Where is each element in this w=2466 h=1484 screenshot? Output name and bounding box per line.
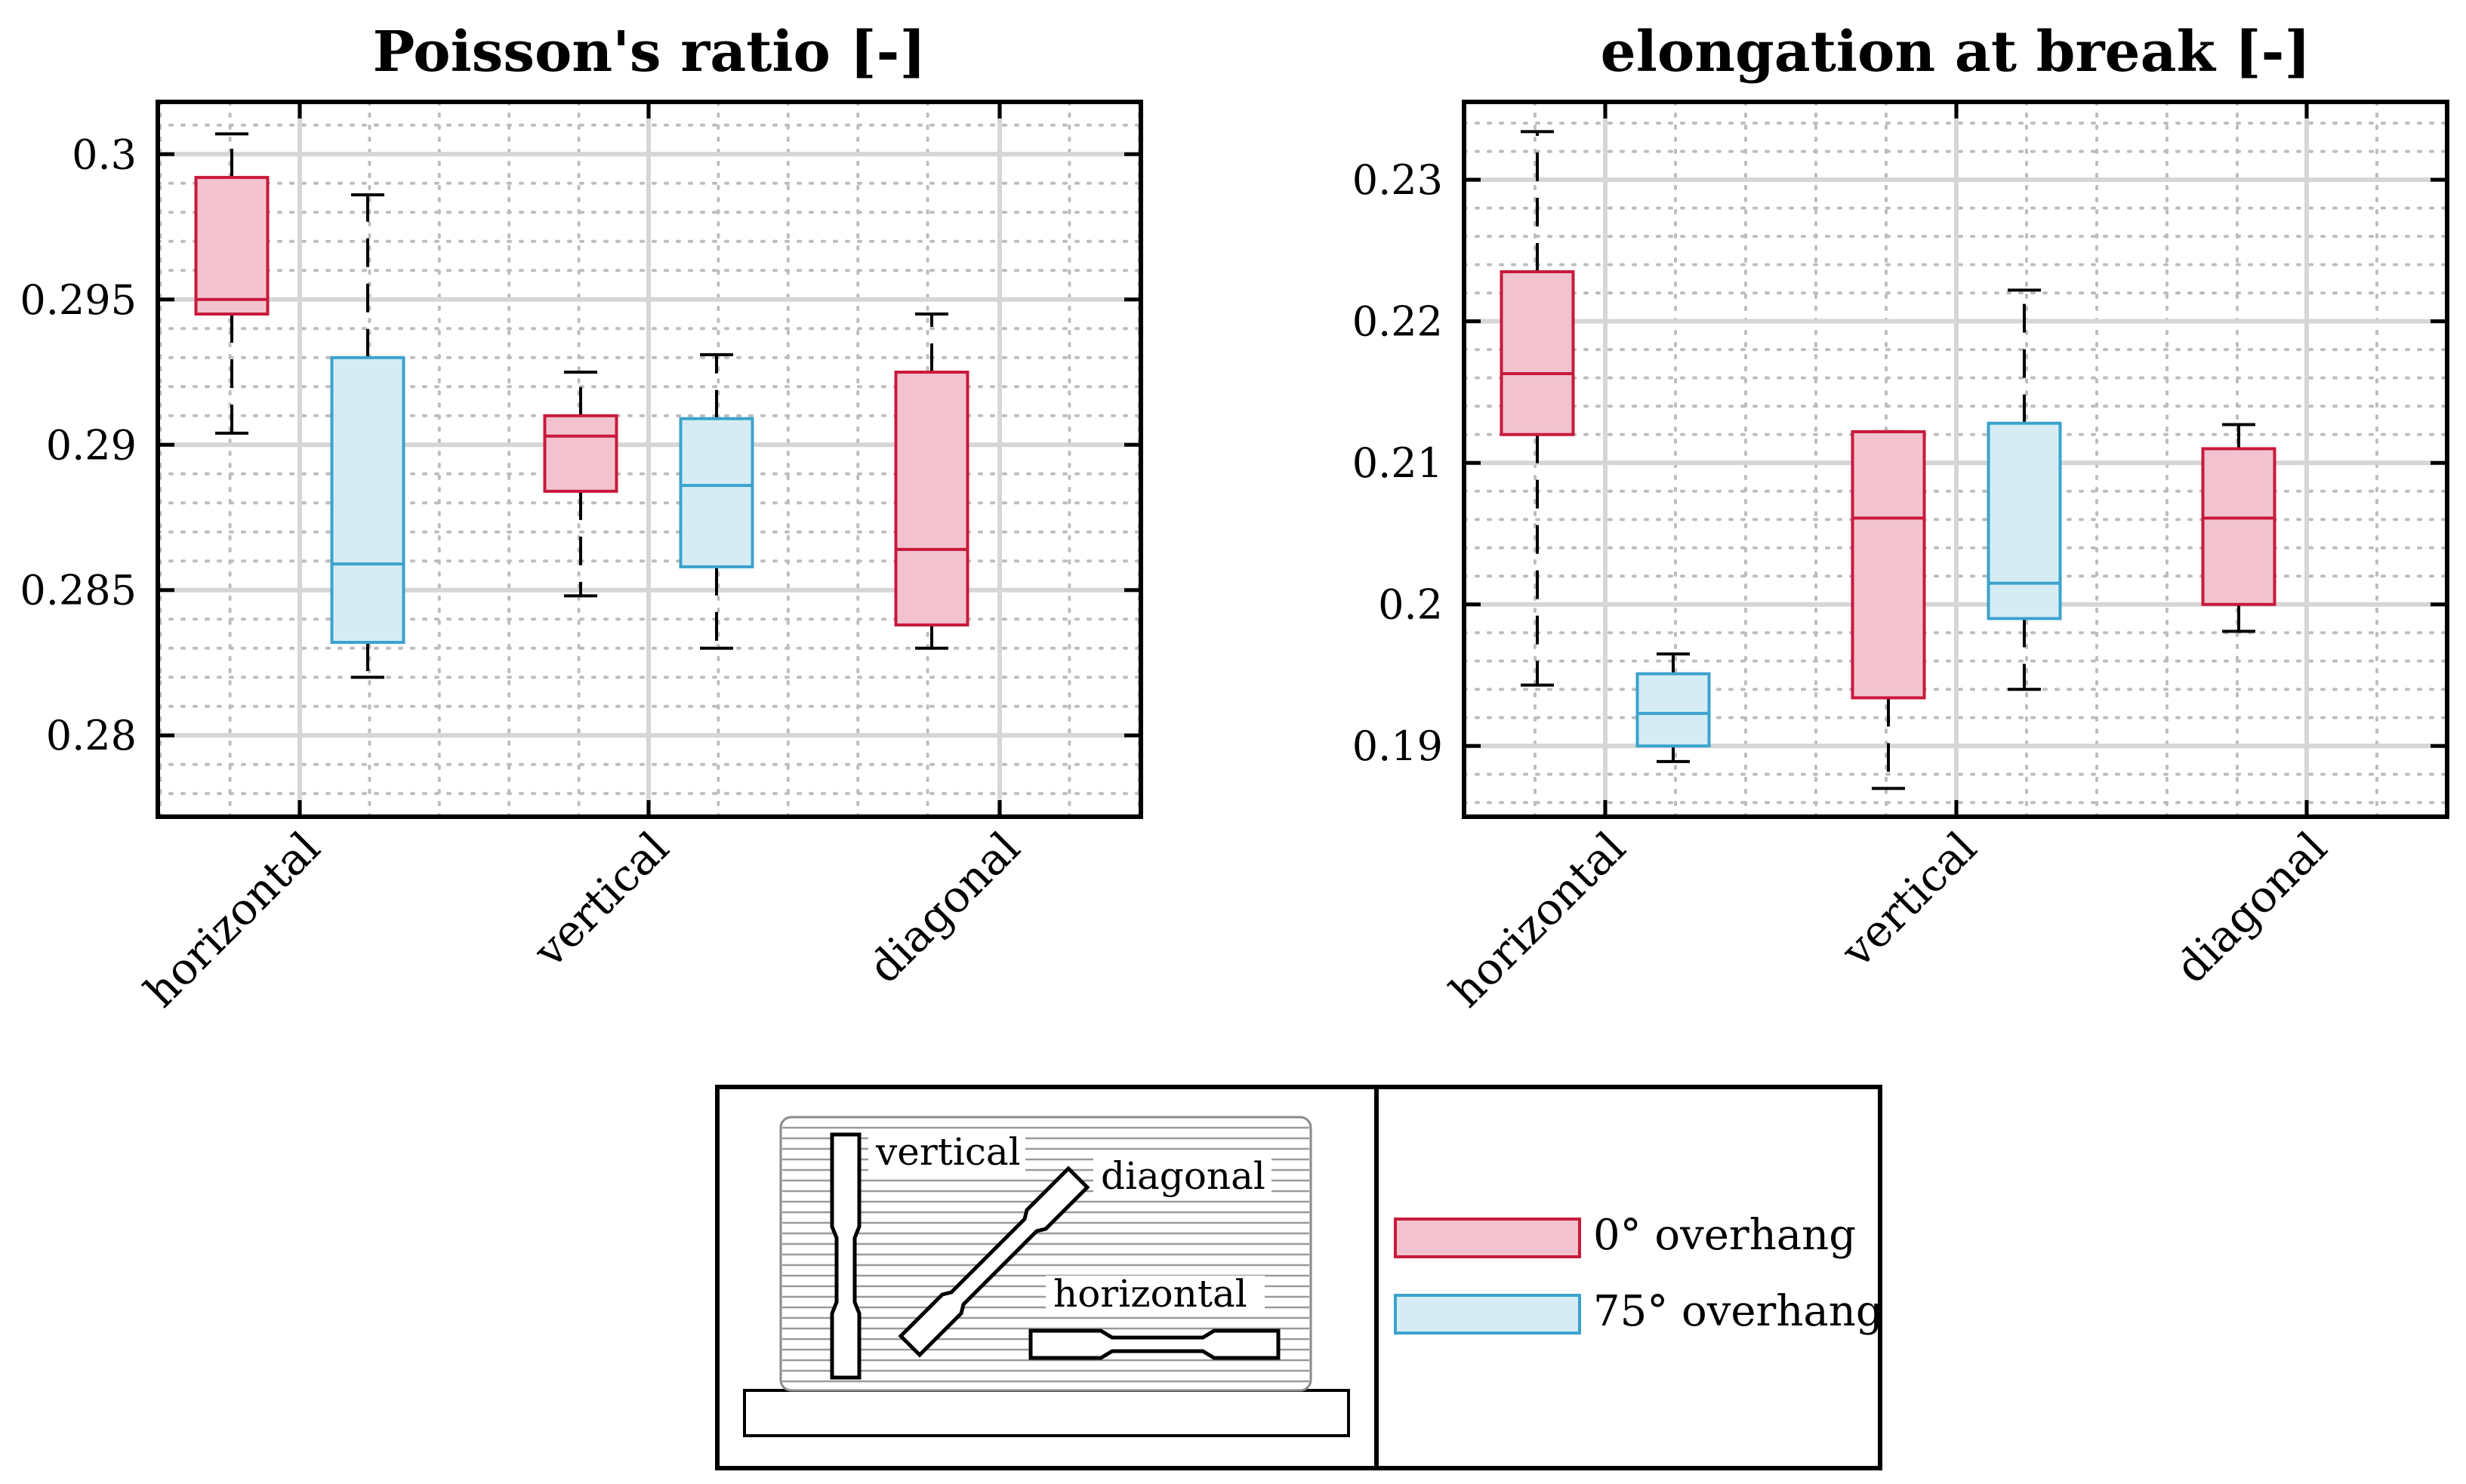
elongation-box-75deg-vertical <box>1987 288 2062 691</box>
poisson-box-0deg-horizontal <box>194 132 270 435</box>
diagonal-specimen-label: diagonal <box>1101 1154 1265 1198</box>
diagonal-label-bg <box>1093 1158 1272 1199</box>
elongation-ytick-label: 0.23 <box>1352 156 1443 204</box>
iqr-box <box>894 371 969 627</box>
iqr-box <box>1635 672 1711 748</box>
elongation-panel: elongation at break [-] 0.19 0.2 0.21 0.… <box>1352 20 2449 1018</box>
poisson-category-label: diagonal <box>858 822 1030 993</box>
elongation-category-label: diagonal <box>2165 822 2337 993</box>
elongation-box-0deg-vertical <box>1851 429 1926 790</box>
vertical-label-bg <box>868 1134 1025 1175</box>
poisson-ytick-label: 0.295 <box>20 276 137 324</box>
poisson-tick-marks <box>158 102 1141 817</box>
horizontal-label-bg <box>1046 1276 1265 1316</box>
vertical-specimen-shape <box>830 1132 862 1380</box>
poisson-box-75deg-horizontal <box>330 193 405 679</box>
poisson-boxes <box>194 132 969 679</box>
elongation-ytick-label: 0.21 <box>1352 439 1443 487</box>
elongation-tick-marks <box>1464 102 2447 817</box>
poisson-ytick-label: 0.29 <box>46 421 137 469</box>
elongation-ytick-label: 0.19 <box>1352 722 1443 770</box>
elongation-category-label: horizontal <box>1440 822 1635 1018</box>
legend-label-75deg: 75° overhang <box>1593 1287 1883 1336</box>
poisson-box-75deg-vertical <box>679 353 754 650</box>
iqr-box <box>543 414 618 493</box>
poisson-ratio-title: Poisson's ratio [-] <box>373 20 926 85</box>
elongation-box-0deg-diagonal <box>2201 423 2276 633</box>
diagonal-specimen-shape <box>898 1165 1090 1358</box>
iqr-box <box>1987 421 2062 620</box>
horizontal-specimen-shape <box>1028 1329 1281 1360</box>
poisson-ytick-label: 0.285 <box>20 567 137 614</box>
horizontal-specimen-label: horizontal <box>1053 1272 1247 1316</box>
iqr-box <box>1500 270 1575 436</box>
legend-swatch-75deg <box>1394 1294 1581 1335</box>
elongation-grid <box>1464 102 2447 817</box>
elongation-ytick-label: 0.2 <box>1378 581 1443 629</box>
elongation-box-0deg-horizontal <box>1500 130 1575 687</box>
poisson-category-label: horizontal <box>134 822 330 1018</box>
legend-swatch-0deg <box>1394 1218 1581 1258</box>
elongation-title: elongation at break [-] <box>1601 20 2311 85</box>
build-orientation-inset: vertical diagonal horizontal <box>743 1116 1350 1437</box>
poisson-ratio-panel: Poisson's ratio [-] 0.28 0.285 0.29 0.29… <box>20 20 1143 1018</box>
iqr-box <box>330 356 405 645</box>
poisson-ytick-label: 0.3 <box>72 131 137 178</box>
iqr-box <box>1851 429 1926 700</box>
elongation-box-75deg-horizontal <box>1635 652 1711 763</box>
elongation-ytick-label: 0.22 <box>1352 298 1443 346</box>
iqr-box <box>2201 447 2276 606</box>
elongation-category-label: vertical <box>1831 822 1987 978</box>
legend-label-0deg: 0° overhang <box>1593 1211 1856 1260</box>
build-plate <box>743 1389 1350 1437</box>
iqr-box <box>679 417 754 568</box>
poisson-box-0deg-vertical <box>543 371 618 598</box>
iqr-box <box>194 176 270 316</box>
elongation-boxes <box>1500 130 2276 790</box>
legend: 0° overhang 75° overhang <box>1394 1211 1883 1336</box>
poisson-category-label: vertical <box>523 822 679 978</box>
poisson-ytick-label: 0.28 <box>46 712 137 759</box>
poisson-grid <box>158 102 1141 817</box>
legend-block: vertical diagonal horizontal 0° overhang… <box>715 1085 1883 1470</box>
poisson-box-0deg-diagonal <box>894 313 969 650</box>
vertical-specimen-label: vertical <box>875 1130 1021 1174</box>
